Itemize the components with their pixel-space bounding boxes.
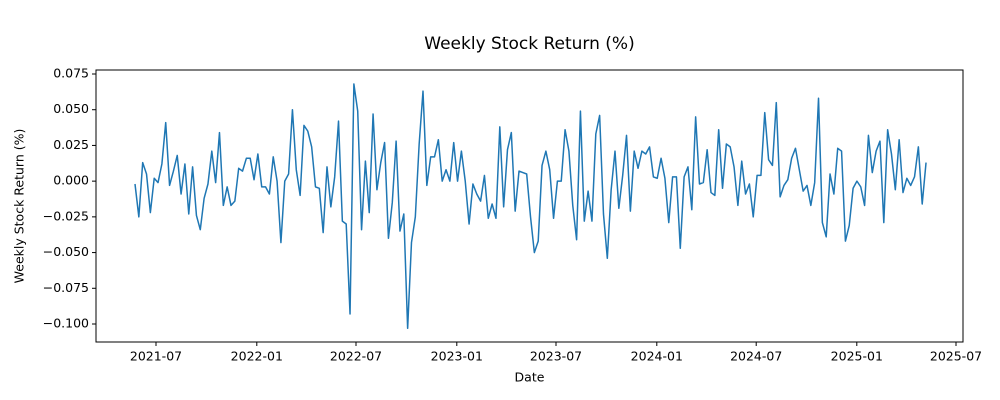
x-tick-label: 2023-07 [530,349,582,364]
chart-title: Weekly Stock Return (%) [424,34,634,54]
y-tick-label: 0.050 [53,101,89,116]
x-tick-label: 2022-01 [231,349,283,364]
x-tick-label: 2025-07 [930,349,982,364]
x-tick-label: 2023-01 [431,349,483,364]
y-tick-label: −0.050 [43,244,89,259]
x-tick-label: 2025-01 [831,349,883,364]
y-tick-label: −0.100 [43,316,89,331]
x-tick-label: 2021-07 [130,349,182,364]
x-tick-label: 2022-07 [330,349,382,364]
data-line [134,83,927,330]
y-tick-label: −0.075 [43,280,89,295]
x-tick-label: 2024-01 [631,349,683,364]
x-axis-label: Date [515,370,545,385]
y-tick-label: 0.025 [53,137,89,152]
x-tick-label: 2024-07 [730,349,782,364]
y-tick-label: −0.025 [43,208,89,223]
y-axis-label: Weekly Stock Return (%) [12,129,27,284]
y-tick-label: 0.075 [53,66,89,81]
y-tick-label: 0.000 [53,173,89,188]
plot-frame [95,69,964,343]
